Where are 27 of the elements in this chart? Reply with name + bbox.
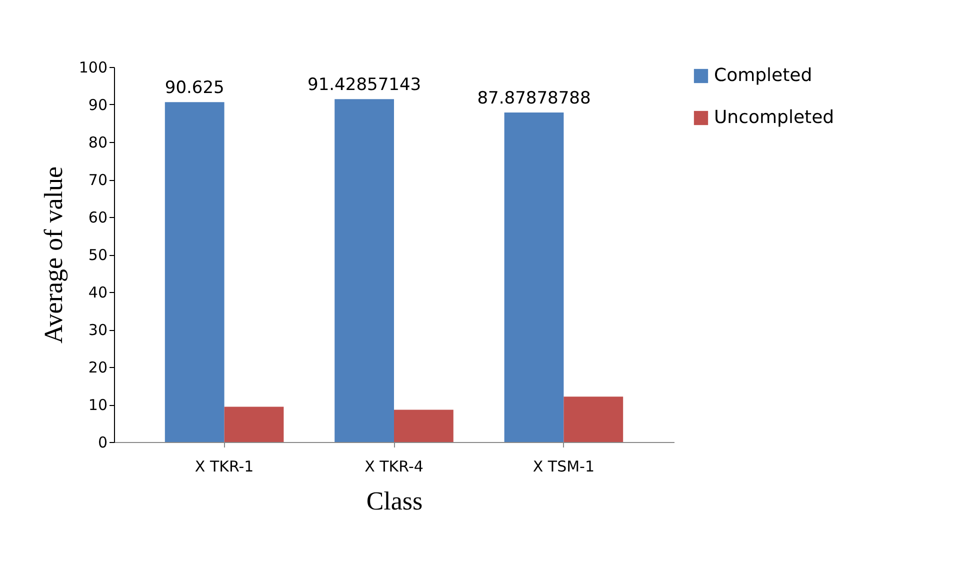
bar [164,102,224,442]
x-axis-title: Class [366,486,423,516]
bar [334,99,394,442]
y-tick-label: 20 [88,358,108,376]
data-label: 91.42857143 [308,75,422,96]
y-tick-label: 10 [88,396,108,414]
bar [224,406,284,442]
y-tick-label: 40 [88,284,108,302]
data-label: 90.625 [164,78,224,98]
legend-label: Completed [714,65,812,86]
y-axis-title: Average of value [38,166,68,344]
x-tick-label: X TKR-4 [364,458,424,476]
y-tick-label: 0 [98,434,108,452]
y-tick-label: 60 [88,208,108,226]
bar [394,410,454,442]
bar [564,396,624,442]
y-tick-label: 90 [88,96,108,114]
legend-label: Uncompleted [714,107,834,128]
y-tick-label: 30 [88,321,108,339]
y-tick-label: 80 [88,134,108,152]
data-label: 87.87878788 [477,88,591,108]
x-tick-label: X TSM-1 [532,458,595,476]
bar [504,112,564,442]
y-tick-label: 100 [78,58,108,76]
y-tick-label: 50 [88,246,108,264]
x-tick-label: X TKR-1 [194,458,254,476]
y-tick-label: 70 [88,171,108,189]
